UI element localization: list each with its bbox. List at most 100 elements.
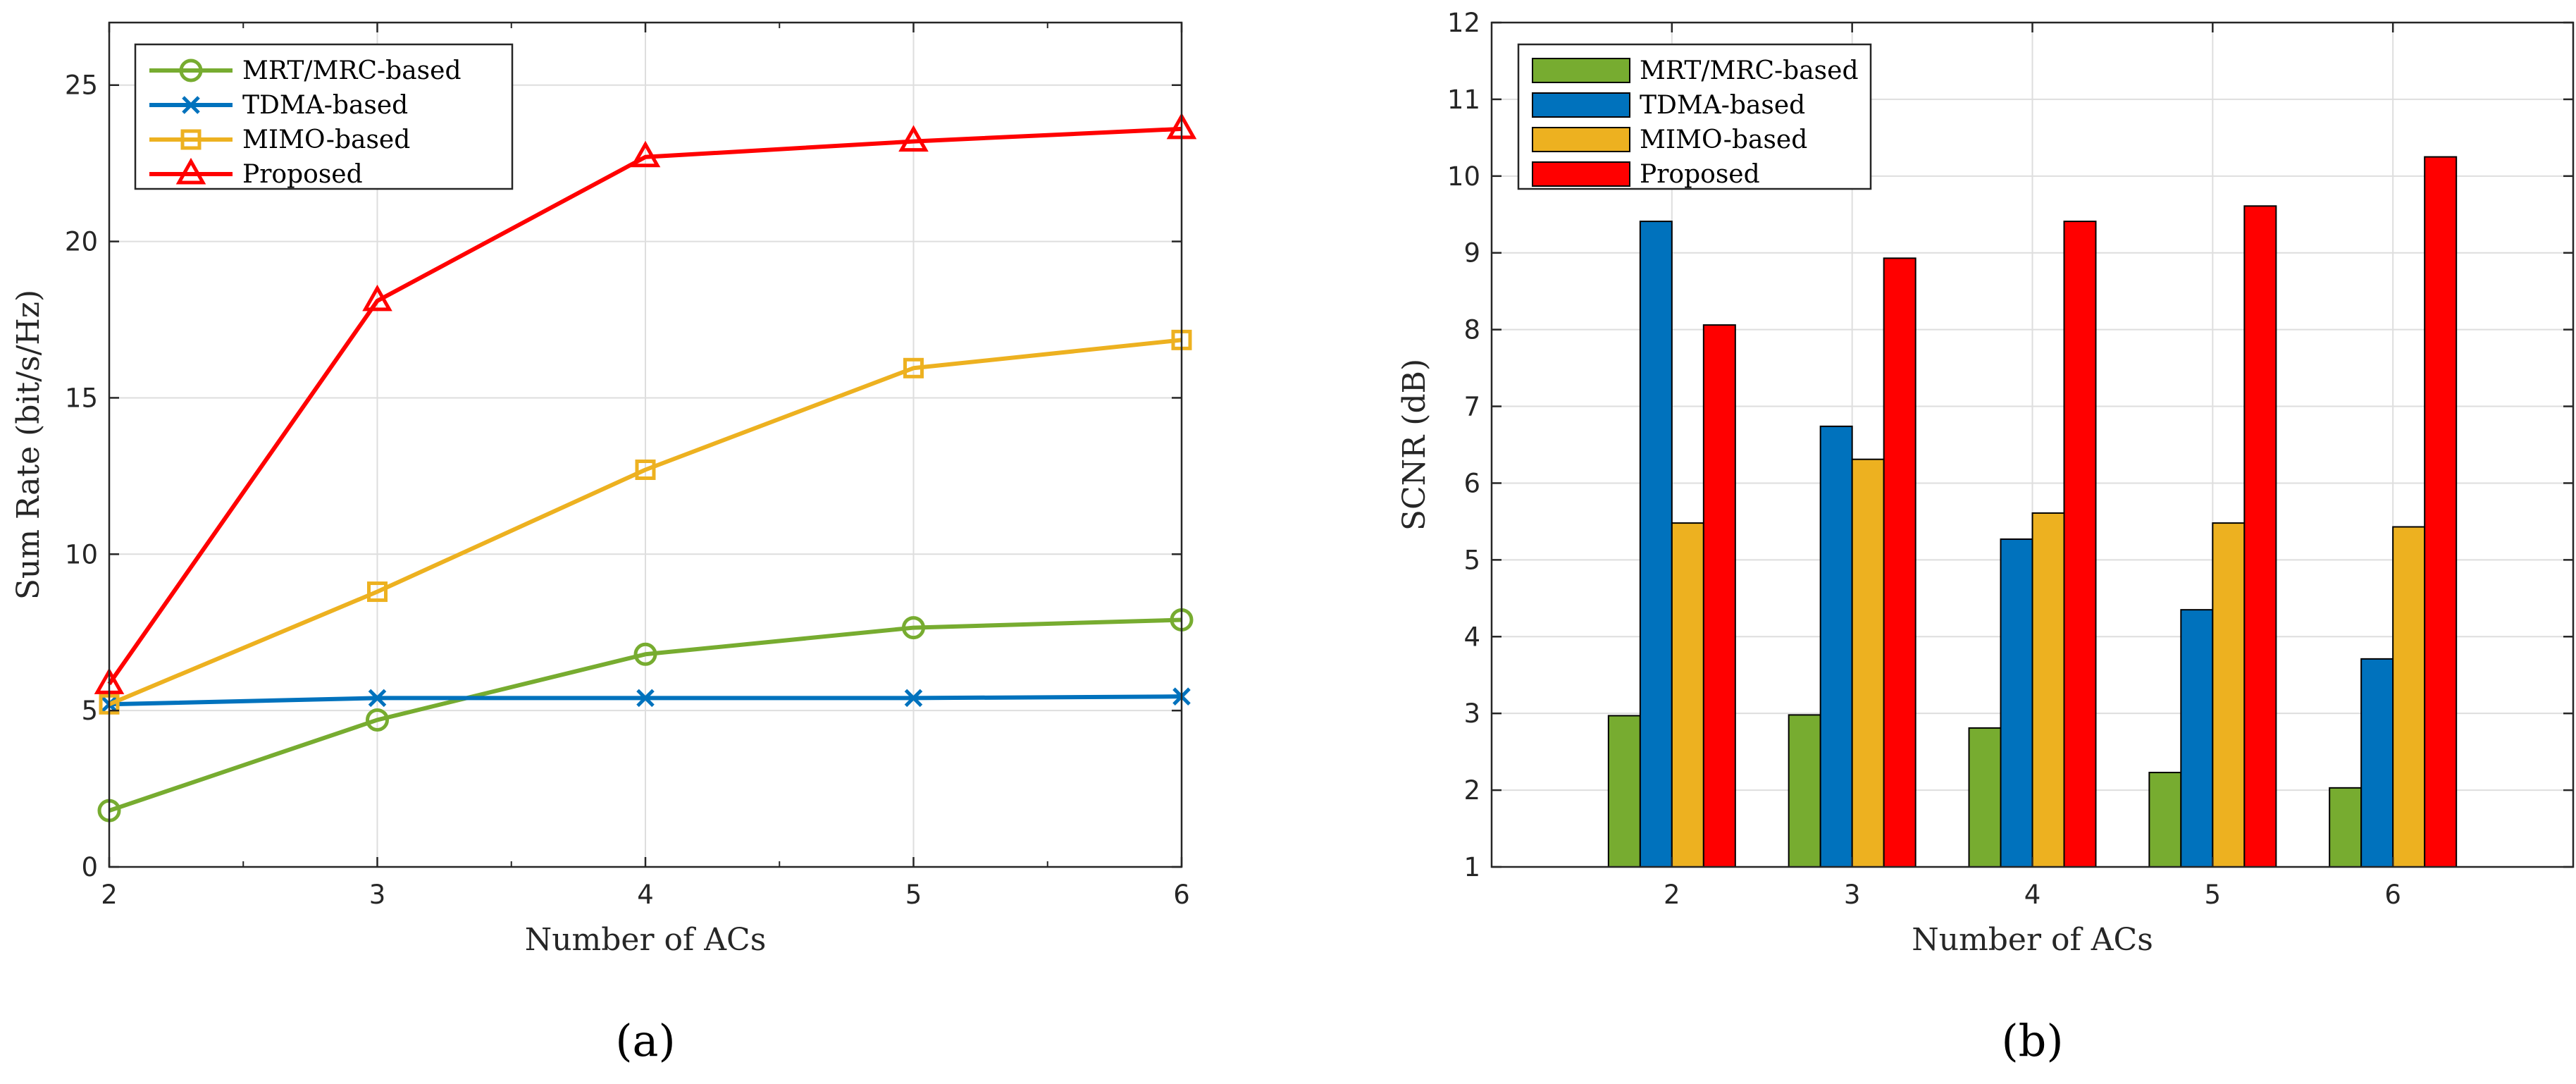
chart-a-legend: MRT/MRC-based TDMA-based MIMO-based Propose…: [134, 43, 514, 190]
chart-b-ytick-label: 11: [1447, 85, 1480, 115]
chart-b-ytick-label: 1: [1463, 852, 1480, 882]
chart-a-data-point: [366, 708, 389, 732]
chart-b-bar: [1883, 257, 1916, 868]
chart-a-legend-marker: [180, 129, 202, 150]
chart-b-series-4: [1702, 156, 2458, 868]
chart-a: 2 3 4 5 6 0 5 10 15 20 25 Number of ACs Sum Rate (…: [11, 21, 1197, 1066]
chart-b-ytick-label: 5: [1463, 545, 1480, 575]
chart-b-ytick-label: 10: [1447, 161, 1480, 192]
chart-b-bar: [2148, 772, 2182, 868]
chart-b-legend-label: MRT/MRC-based: [1640, 56, 1858, 85]
chart-a-data-point: [902, 616, 925, 640]
chart-a-panel-label: (a): [615, 1015, 675, 1066]
chart-b-bar: [1819, 425, 1853, 868]
chart-a-series-2: [100, 687, 1191, 714]
chart-a-legend-label: Proposed: [242, 160, 363, 189]
chart-a-ticks: 2 3 4 5 6 0 5 10 15 20 25: [65, 70, 1190, 910]
chart-b-bar: [1702, 324, 1736, 868]
chart-b-legend-swatch: [1532, 161, 1630, 187]
chart-a-legend-label: MRT/MRC-based: [242, 56, 461, 85]
chart-b-xtick-label: 6: [2384, 880, 2401, 910]
chart-a-xtick-label: 5: [905, 880, 922, 910]
chart-a-ytick-label: 10: [65, 539, 98, 569]
chart-b-xtick-label: 5: [2205, 880, 2222, 910]
chart-b-bar: [2392, 526, 2426, 868]
chart-a-xtick-label: 4: [637, 880, 654, 910]
chart-b-bar: [2360, 658, 2394, 868]
chart-b-legend-label: MIMO-based: [1640, 125, 1807, 154]
chart-a-ytick-label: 5: [81, 696, 98, 726]
chart-a-series-line: [109, 617, 1182, 813]
chart-b-xlabel: Number of ACs: [1912, 922, 2153, 958]
chart-a-legend-marker: [175, 157, 206, 185]
chart-b-legend-label: Proposed: [1640, 160, 1760, 189]
chart-b-ytick-label: 7: [1463, 392, 1480, 422]
chart-b-bar: [1968, 727, 2002, 868]
chart-b-bar: [1671, 522, 1704, 868]
chart-b-ylabel: SCNR (dB): [1397, 359, 1432, 531]
chart-a-xtick-label: 2: [101, 880, 118, 910]
chart-b-xtick-label: 3: [1844, 880, 1861, 910]
chart-b-bar: [2031, 512, 2065, 868]
chart-a-xtick-label: 6: [1173, 880, 1190, 910]
chart-a-xlabel: Number of ACs: [525, 922, 767, 958]
chart-a-series: [94, 112, 1197, 823]
chart-b-legend-label: TDMA-based: [1640, 91, 1805, 120]
chart-a-ytick-label: 0: [81, 852, 98, 882]
chart-b-bar: [1607, 715, 1641, 868]
chart-b-axes: [1490, 21, 2575, 868]
chart-a-legend-label: TDMA-based: [242, 91, 408, 120]
chart-a-ylabel: Sum Rate (bit/s/Hz): [11, 290, 47, 600]
chart-a-ytick-label: 25: [65, 70, 98, 101]
chart-a-data-point: [903, 357, 924, 378]
chart-a-data-point: [898, 125, 929, 152]
chart-a-legend-marker: [179, 58, 203, 82]
chart-b-bar: [2243, 205, 2277, 868]
chart-b-bar: [2212, 522, 2246, 868]
chart-b-series-3: [1671, 458, 2426, 868]
chart-a-data-point: [367, 581, 388, 603]
chart-b-bar: [2329, 787, 2363, 868]
chart-b-xtick-label: 4: [2024, 880, 2041, 910]
chart-a-data-point: [630, 140, 661, 168]
chart-a-legend-label: MIMO-based: [242, 125, 410, 154]
chart-b-legend-swatch: [1532, 127, 1630, 152]
chart-b-bar: [2063, 221, 2097, 868]
chart-b-bars: [1607, 156, 2458, 868]
chart-b-bar: [2180, 609, 2214, 868]
chart-a-series-line: [107, 126, 1182, 686]
chart-b-legend: MRT/MRC-based TDMA-based MIMO-based Propose…: [1517, 43, 1872, 190]
chart-b-bar: [1788, 714, 1821, 868]
chart-b-panel-label: (b): [2001, 1015, 2063, 1066]
chart-b-ytick-label: 12: [1447, 8, 1480, 38]
chart-a-data-point: [636, 689, 655, 708]
chart-a-data-point: [362, 284, 392, 312]
chart-b-legend-swatch: [1532, 92, 1630, 118]
chart-a-legend-marker: [182, 96, 200, 114]
chart-b-xtick-label: 2: [1664, 880, 1680, 910]
chart-a-axes-box: [108, 21, 1183, 868]
chart-a-data-point: [904, 689, 923, 708]
chart-b-legend-swatch: [1532, 58, 1630, 83]
chart-a-xtick-label: 3: [369, 880, 386, 910]
chart-b-series-1: [1607, 714, 2363, 868]
chart-b-ytick-label: 2: [1463, 775, 1480, 806]
chart-b-ytick-label: 8: [1463, 315, 1480, 345]
chart-b-ytick-label: 4: [1463, 622, 1480, 652]
chart-a-series-line: [108, 338, 1182, 707]
chart-b-bar: [2424, 156, 2458, 868]
chart-a-data-point: [633, 642, 657, 666]
chart-b-axes-box: [1490, 21, 2575, 868]
chart-b-ytick-label: 9: [1463, 238, 1480, 269]
chart-b-bar: [1639, 221, 1673, 868]
chart-a-ytick-label: 20: [65, 227, 98, 257]
chart-a-ytick-label: 15: [65, 383, 98, 413]
chart-b-bar: [2000, 538, 2033, 868]
chart-b-bar: [1851, 458, 1885, 868]
chart-a-data-point: [635, 459, 656, 480]
chart-a-axes: [108, 21, 1183, 868]
chart-a-data-point: [368, 689, 387, 708]
